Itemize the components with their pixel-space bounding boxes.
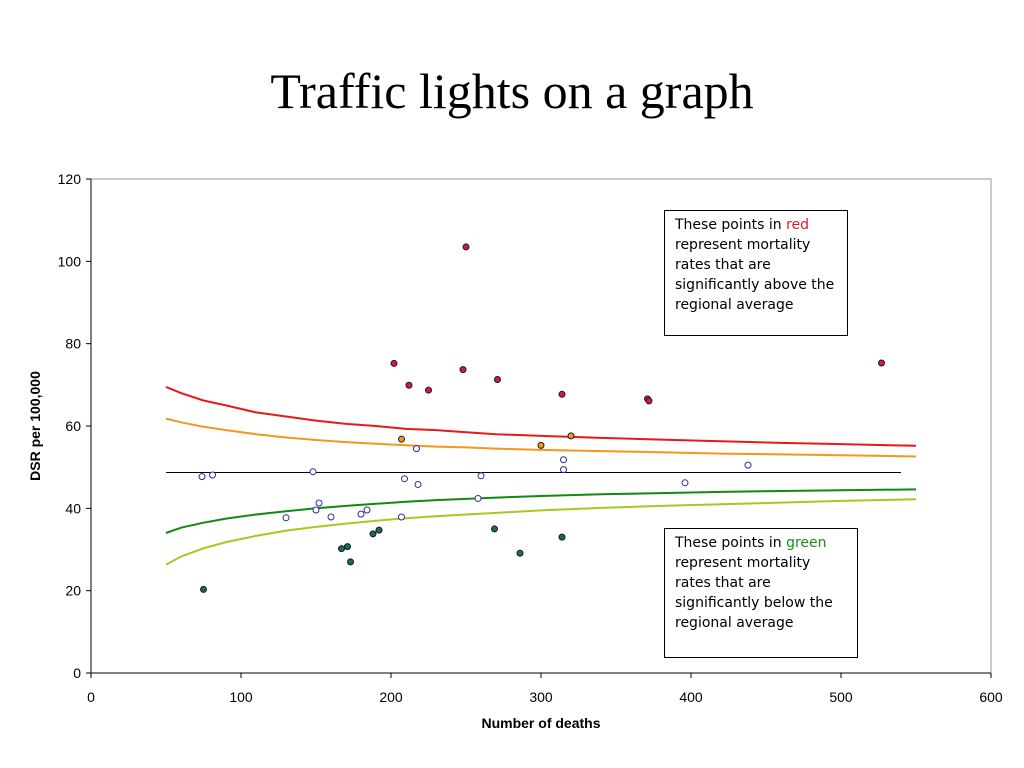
x-tick-label: 300 [529, 689, 553, 705]
x-tick-label: 0 [87, 689, 95, 705]
data-point-green-point [338, 545, 345, 553]
data-point-white-point [315, 499, 323, 507]
red-word: red [786, 217, 810, 233]
data-point-white-point [477, 472, 485, 480]
data-point-white-point [413, 445, 420, 453]
data-point-red-point [425, 386, 432, 394]
control-limit-red-line [165, 385, 917, 447]
data-point-green-point [375, 526, 383, 534]
data-point-orange-point [537, 441, 545, 449]
red-annotation-text: These points in red represent mortality … [675, 217, 835, 313]
x-tick-label: 100 [229, 689, 253, 705]
data-point-white-point [363, 506, 371, 514]
red-annotation-box: These points in red represent mortality … [664, 210, 848, 336]
data-point-green-point [369, 530, 377, 538]
control-limit-green-line [165, 488, 917, 534]
data-point-white-point [312, 506, 320, 514]
data-point-white-point [560, 466, 567, 474]
data-point-green-point [491, 525, 498, 533]
slide-title: Traffic lights on a graph [270, 63, 754, 119]
control-limit-lightgreen-line [165, 498, 917, 566]
y-tick-label: 60 [65, 418, 81, 434]
data-point-white-point [398, 513, 405, 521]
data-point-green-point [558, 533, 566, 541]
data-point-red-point [878, 359, 885, 367]
x-tick-label: 500 [829, 689, 853, 705]
x-tick-label: 200 [379, 689, 403, 705]
data-point-white-point [282, 514, 290, 522]
data-point-white-point [357, 510, 365, 518]
data-point-red-point [405, 381, 413, 389]
data-point-green-point [516, 549, 524, 557]
x-axis-title: Number of deaths [481, 715, 600, 731]
data-point-green-point [347, 558, 354, 566]
y-tick-label: 0 [73, 665, 81, 681]
data-point-white-point [414, 480, 422, 488]
control-limit-orange-line [165, 417, 917, 458]
x-tick-label: 400 [679, 689, 703, 705]
green-annotation-box: These points in green represent mortalit… [664, 528, 858, 658]
data-point-white-point [560, 456, 567, 464]
data-point-white-point [209, 471, 216, 479]
data-point-red-point [494, 375, 501, 383]
y-axis-title: DSR per 100,000 [27, 371, 43, 481]
data-point-red-point [462, 243, 470, 251]
y-tick-label: 20 [65, 583, 81, 599]
data-point-green-point [344, 543, 351, 551]
x-tick-label: 600 [979, 689, 1003, 705]
y-tick-label: 80 [65, 336, 81, 352]
data-point-red-point [459, 366, 467, 374]
y-tick-label: 40 [65, 500, 81, 516]
data-point-red-point [645, 397, 653, 405]
data-point-white-point [198, 473, 206, 481]
green-annotation-text: These points in green represent mortalit… [675, 535, 833, 631]
green-word: green [786, 535, 827, 551]
data-point-red-point [390, 359, 398, 367]
data-point-white-point [327, 513, 335, 521]
data-point-green-point [200, 585, 207, 593]
data-point-white-point [309, 468, 317, 476]
data-point-white-point [401, 475, 408, 483]
data-point-orange-point [398, 435, 405, 443]
data-point-red-point [558, 390, 566, 398]
data-point-white-point [681, 479, 689, 487]
data-point-white-point [744, 461, 752, 469]
data-point-white-point [474, 494, 482, 502]
y-tick-label: 100 [58, 253, 82, 269]
data-point-orange-point [567, 432, 575, 440]
y-tick-label: 120 [58, 171, 82, 187]
